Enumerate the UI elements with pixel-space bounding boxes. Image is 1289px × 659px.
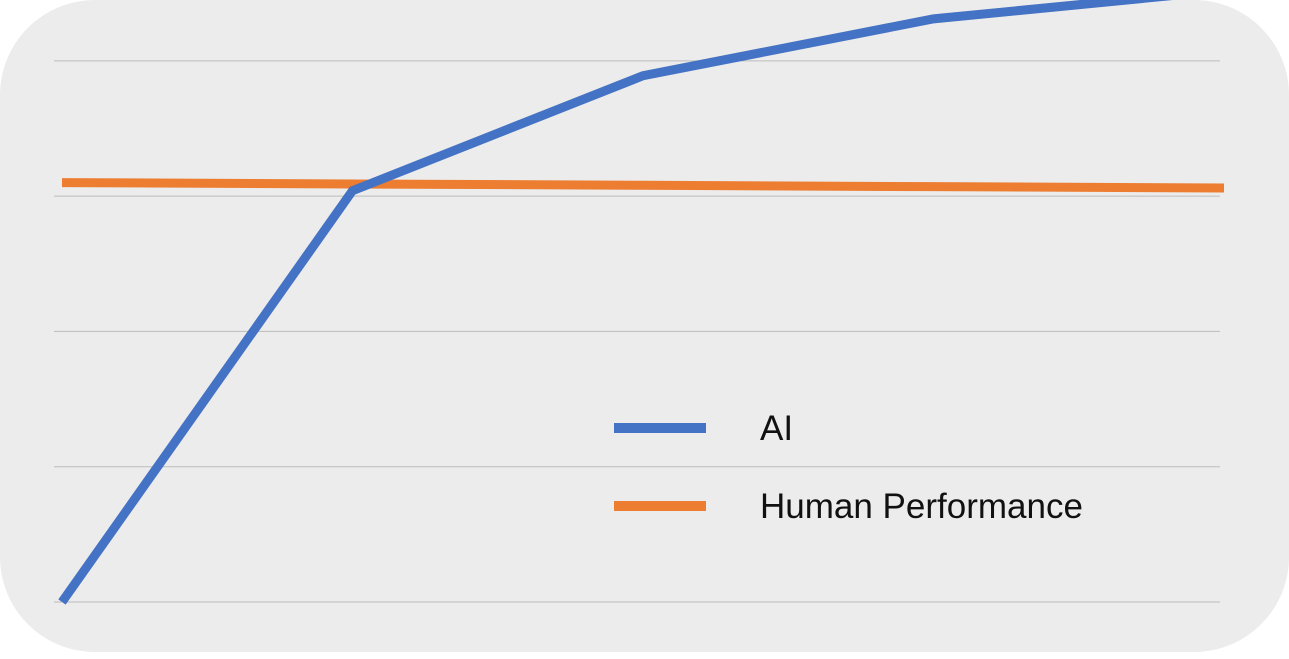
series-line-human-performance: [61, 178, 1225, 193]
legend: AI Human Performance: [614, 409, 1083, 526]
legend-label-human-performance: Human Performance: [760, 487, 1083, 526]
series-lines: [58, 0, 1225, 605]
series-line-ai: [58, 0, 1173, 605]
legend-label-ai: AI: [760, 409, 793, 448]
